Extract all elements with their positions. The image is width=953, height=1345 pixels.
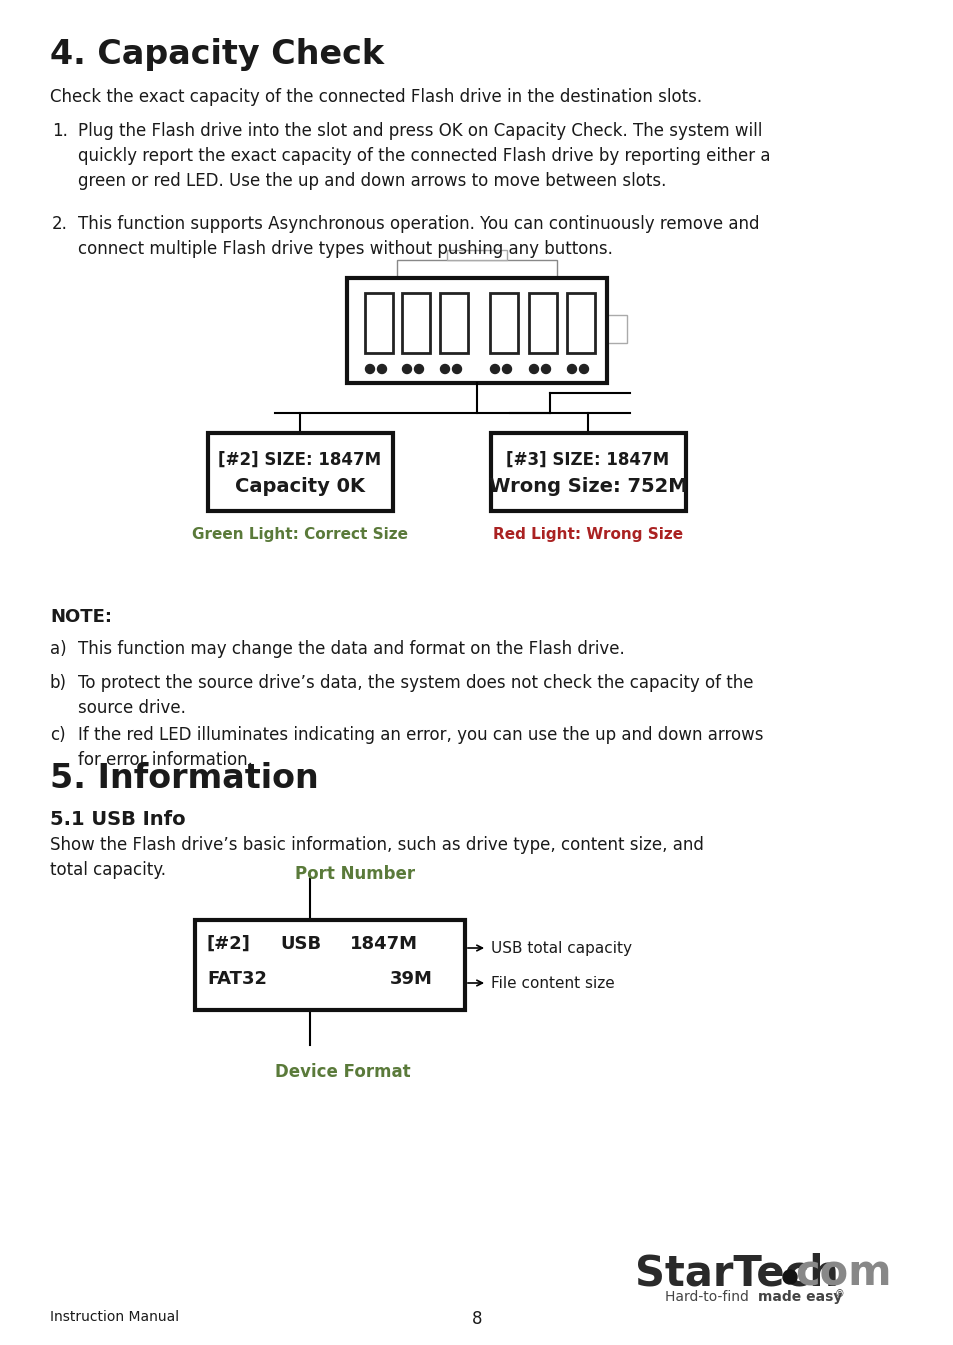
Bar [490, 293, 517, 352]
Text: Hard-to-find: Hard-to-find [664, 1290, 753, 1305]
Bar [401, 293, 430, 352]
Circle shape [402, 364, 411, 374]
Text: Port Number: Port Number [294, 865, 415, 884]
Bar [439, 293, 468, 352]
Text: 8: 8 [471, 1310, 482, 1328]
Circle shape [529, 364, 537, 374]
Bar [606, 315, 626, 343]
Text: Instruction Manual: Instruction Manual [50, 1310, 179, 1323]
Circle shape [365, 364, 375, 374]
Bar [491, 433, 685, 511]
Text: Show the Flash drive’s basic information, such as drive type, content size, and
: Show the Flash drive’s basic information… [50, 837, 703, 880]
Text: StarTech: StarTech [635, 1252, 838, 1294]
Text: This function may change the data and format on the Flash drive.: This function may change the data and fo… [78, 640, 624, 658]
Text: com: com [794, 1252, 890, 1294]
Text: 2.: 2. [52, 215, 68, 233]
Circle shape [782, 1270, 796, 1284]
Circle shape [578, 364, 588, 374]
Circle shape [452, 364, 461, 374]
Circle shape [567, 364, 576, 374]
Bar [529, 293, 557, 352]
Circle shape [502, 364, 511, 374]
Text: Device Format: Device Format [274, 1063, 410, 1081]
Text: Plug the Flash drive into the slot and press OK on Capacity Check. The system wi: Plug the Flash drive into the slot and p… [78, 122, 770, 190]
Bar [566, 293, 595, 352]
Bar [447, 250, 506, 260]
Text: This function supports Asynchronous operation. You can continuously remove and
c: This function supports Asynchronous oper… [78, 215, 759, 258]
Bar [396, 260, 557, 278]
Text: 39M: 39M [390, 970, 433, 989]
Text: Check the exact capacity of the connected Flash drive in the destination slots.: Check the exact capacity of the connecte… [50, 87, 701, 106]
Text: [#2]: [#2] [207, 935, 251, 954]
Text: Red Light: Wrong Size: Red Light: Wrong Size [493, 527, 682, 542]
Text: Capacity 0K: Capacity 0K [234, 477, 365, 496]
Circle shape [440, 364, 449, 374]
Text: [#2] SIZE: 1847M: [#2] SIZE: 1847M [218, 451, 381, 469]
Text: 5. Information: 5. Information [50, 763, 318, 795]
Text: USB total capacity: USB total capacity [491, 941, 631, 956]
Text: To protect the source drive’s data, the system does not check the capacity of th: To protect the source drive’s data, the … [78, 674, 753, 717]
Text: FAT32: FAT32 [207, 970, 267, 989]
Text: Wrong Size: 752M: Wrong Size: 752M [488, 477, 686, 496]
Text: Green Light: Correct Size: Green Light: Correct Size [192, 527, 408, 542]
Text: 1.: 1. [52, 122, 68, 140]
Circle shape [414, 364, 423, 374]
Text: 4. Capacity Check: 4. Capacity Check [50, 38, 384, 71]
Text: made easy: made easy [758, 1290, 841, 1305]
Bar [365, 293, 393, 352]
Text: 1847M: 1847M [350, 935, 417, 954]
Circle shape [541, 364, 550, 374]
Circle shape [377, 364, 386, 374]
Text: File content size: File content size [491, 976, 614, 991]
Text: 5.1 USB Info: 5.1 USB Info [50, 810, 186, 829]
Text: ®: ® [834, 1289, 843, 1299]
Text: c): c) [50, 726, 66, 744]
Text: b): b) [50, 674, 67, 691]
Bar [194, 920, 464, 1010]
Bar [208, 433, 393, 511]
Text: a): a) [50, 640, 67, 658]
Text: If the red LED illuminates indicating an error, you can use the up and down arro: If the red LED illuminates indicating an… [78, 726, 762, 769]
Circle shape [490, 364, 499, 374]
Text: NOTE:: NOTE: [50, 608, 112, 625]
Text: USB: USB [280, 935, 321, 954]
Bar [347, 278, 606, 383]
Text: [#3] SIZE: 1847M: [#3] SIZE: 1847M [506, 451, 669, 469]
